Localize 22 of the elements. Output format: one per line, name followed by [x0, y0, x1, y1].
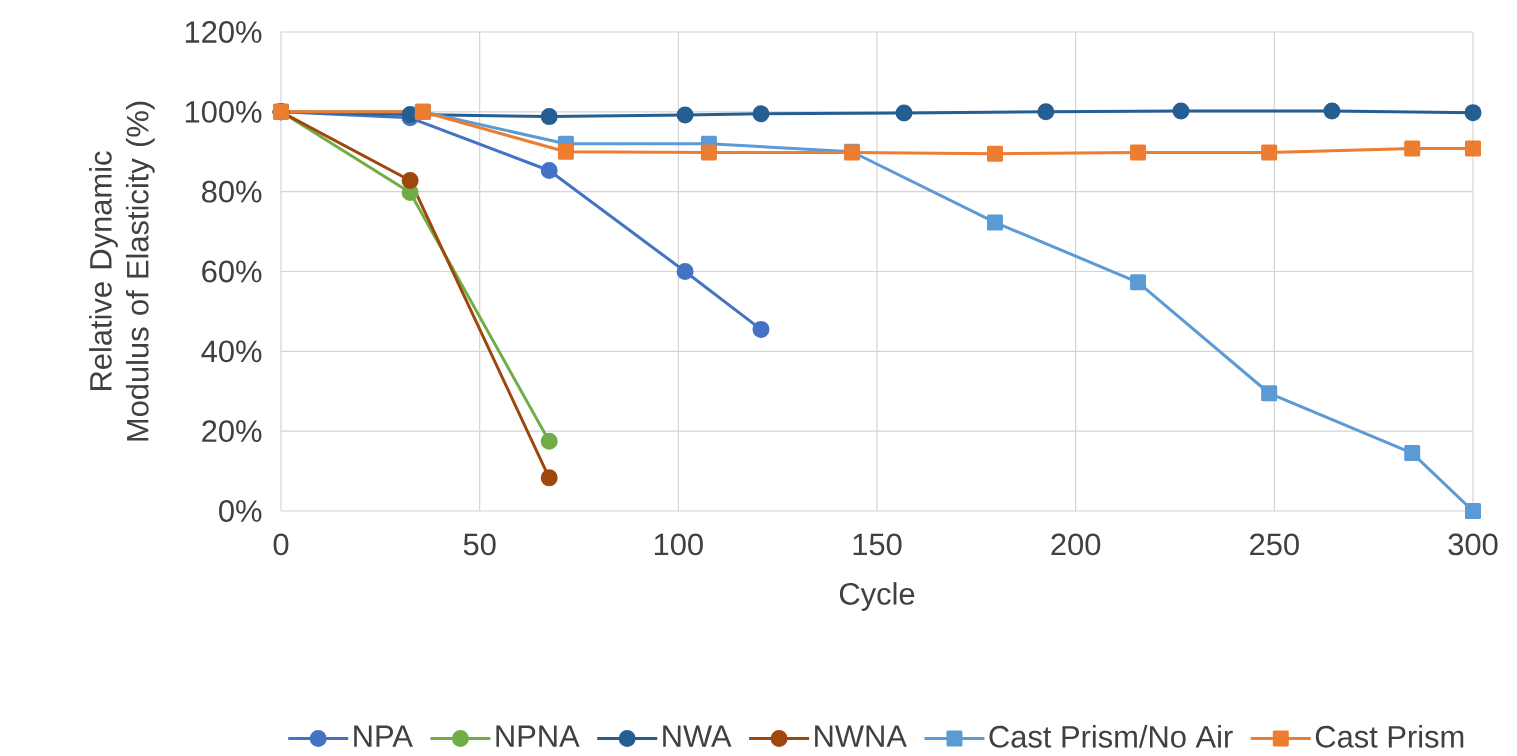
legend-label: Cast Prism: [1315, 725, 1464, 748]
x-tick-label: 300: [1448, 533, 1498, 556]
x-tick-label: 50: [463, 533, 496, 556]
x-tick-label: 0: [273, 533, 289, 556]
x-tick-label: 200: [1051, 533, 1101, 556]
legend-label: NPNA: [496, 725, 580, 747]
y-tick-label: 20%: [202, 420, 262, 443]
y-tick-label: 80%: [202, 180, 262, 203]
y-tick-label: 120%: [185, 21, 262, 43]
x-tick-label: 250: [1250, 533, 1299, 556]
y-tick-label: 40%: [201, 340, 262, 363]
x-axis-title: Cycle: [839, 582, 915, 611]
x-tick-label: 150: [853, 533, 902, 556]
y-tick-label: 60%: [202, 260, 262, 283]
y-tick-label: 0%: [219, 500, 262, 522]
legend-label: NPA: [354, 725, 413, 747]
x-tick-label: 100: [654, 533, 703, 556]
legend-label: NWNA: [815, 725, 907, 747]
y-axis-title: Relative Dynamic Modulus of Elasticity (%): [89, 101, 155, 441]
y-tick-label: 100%: [185, 100, 262, 123]
legend-label: Cast Prism/No Air: [989, 725, 1233, 748]
legend-label: NWA: [663, 725, 732, 747]
